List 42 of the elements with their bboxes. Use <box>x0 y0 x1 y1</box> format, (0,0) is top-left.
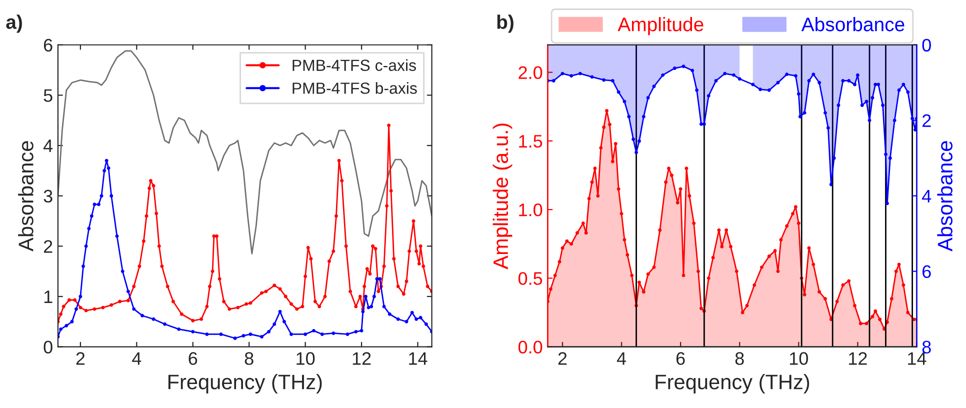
x-tick-label: 4 <box>132 352 142 365</box>
x-tick-label: 10 <box>296 352 315 365</box>
y2-tick-label: 2 <box>922 114 931 127</box>
x-tick-label: 6 <box>676 352 685 365</box>
y2-tick-label: 0 <box>922 38 931 52</box>
x-tick-label: 8 <box>735 352 744 365</box>
legend-label: Amplitude <box>618 17 704 36</box>
legend-label: Absorbance <box>801 17 904 32</box>
x-tick-label: 2 <box>558 352 567 365</box>
y-tick-label: 5 <box>44 89 52 102</box>
y-tick-label: 2.0 <box>518 66 542 80</box>
y-tick-label: 4 <box>43 140 53 152</box>
x-tick-label: 6 <box>188 352 198 365</box>
y2-tick-label: 4 <box>922 190 932 202</box>
x-tick-label: 14 <box>409 352 428 365</box>
y2-tick-label: 6 <box>922 265 931 278</box>
y-tick-label: 0 <box>44 340 52 354</box>
y-tick-label: 2 <box>44 240 52 253</box>
y-tick-label: 6 <box>44 38 52 52</box>
chart-title: b) <box>497 14 514 33</box>
y2-axis-title: Absorbance <box>937 141 952 252</box>
y-axis-title: Amplitude (a.u.) <box>492 124 512 270</box>
x-tick-label: 12 <box>352 352 371 365</box>
y-tick-label: 1.0 <box>519 204 542 216</box>
x-tick-label: 8 <box>244 352 254 365</box>
legend-label: PMB-4TFS b-axis <box>292 82 417 94</box>
y-tick-label: 1.5 <box>519 135 542 148</box>
x-axis-title: Frequency (THz) <box>656 374 810 394</box>
y2-tick-label: 8 <box>922 340 931 354</box>
y-axis-title: Absorbance <box>18 141 34 252</box>
y-tick-label: 0.5 <box>518 272 542 285</box>
chart-title: a) <box>6 14 22 33</box>
y-tick-label: 1 <box>44 290 52 304</box>
legend-label: PMB-4TFS c-axis <box>292 59 416 71</box>
x-tick-label: 10 <box>790 352 808 365</box>
x-tick-label: 2 <box>76 352 85 365</box>
y-tick-label: 0.0 <box>518 340 542 354</box>
x-axis-title: Frequency (THz) <box>168 374 322 394</box>
y-tick-label: 3 <box>44 190 52 203</box>
x-tick-label: 12 <box>849 352 867 365</box>
x-tick-label: 14 <box>908 352 926 365</box>
x-tick-label: 4 <box>616 352 626 365</box>
